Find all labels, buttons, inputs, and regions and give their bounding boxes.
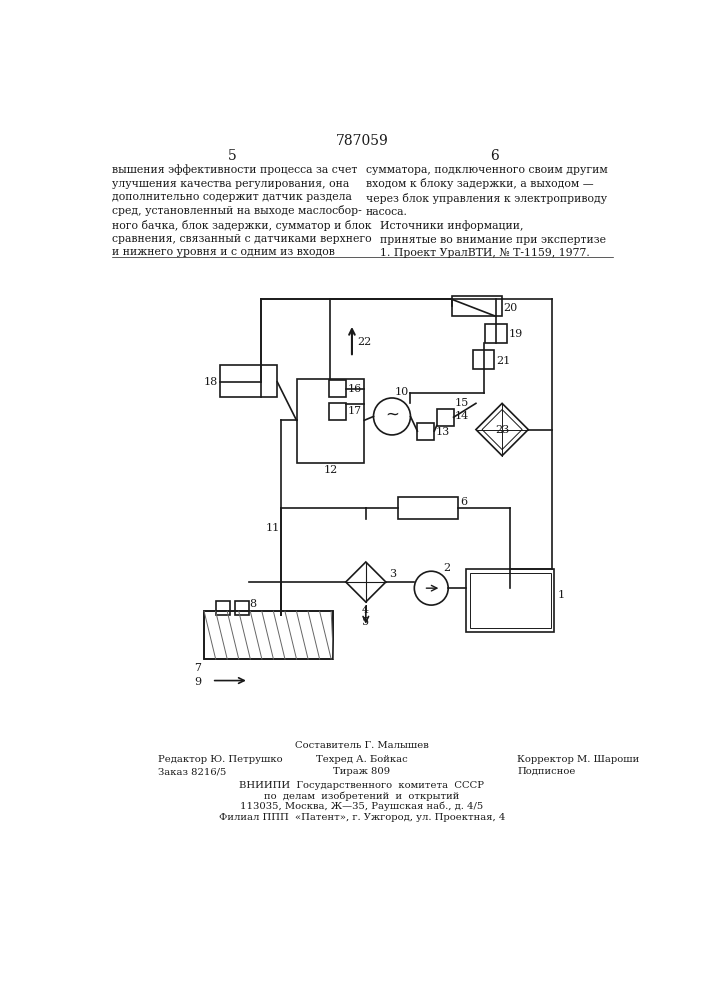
Text: 21: 21 [496, 356, 510, 366]
Text: Подписное: Подписное [518, 767, 576, 776]
Text: Редактор Ю. Петрушко: Редактор Ю. Петрушко [158, 755, 283, 764]
Bar [485, 324, 507, 343]
Text: 6: 6 [490, 149, 498, 163]
Text: 8: 8 [249, 599, 256, 609]
Text: 787059: 787059 [336, 134, 388, 148]
Text: 23: 23 [495, 425, 509, 435]
Text: 3: 3 [389, 569, 396, 579]
Bar [466, 569, 554, 632]
Text: сумматора, подключенного своим другим
входом к блоку задержки, а выходом —
через: сумматора, подключенного своим другим вх… [366, 165, 607, 258]
Bar [329, 380, 346, 397]
Text: 17: 17 [348, 406, 362, 416]
Bar [452, 296, 502, 316]
Text: 2: 2 [443, 563, 450, 573]
Text: Филиал ППП  «Патент», г. Ужгород, ул. Проектная, 4: Филиал ППП «Патент», г. Ужгород, ул. Про… [218, 813, 505, 822]
Text: ~: ~ [385, 406, 399, 424]
Bar [437, 409, 454, 426]
Bar [398, 497, 458, 519]
Text: 11: 11 [266, 523, 280, 533]
Text: 16: 16 [348, 384, 363, 394]
Text: 5: 5 [228, 149, 237, 163]
Text: 12: 12 [323, 465, 337, 475]
Text: Составитель Г. Малышев: Составитель Г. Малышев [295, 741, 429, 750]
Bar [204, 611, 334, 659]
Text: 20: 20 [503, 303, 518, 313]
Text: 14: 14 [455, 411, 469, 421]
Text: 13: 13 [436, 427, 450, 437]
Bar [235, 601, 249, 615]
Bar [216, 601, 230, 615]
Text: Корректор М. Шароши: Корректор М. Шароши [518, 755, 640, 764]
Text: 5: 5 [362, 617, 369, 627]
Text: 7: 7 [194, 663, 201, 673]
Text: 22: 22 [357, 337, 372, 347]
Text: 10: 10 [395, 387, 409, 397]
Bar [219, 365, 277, 397]
Text: 1: 1 [558, 590, 565, 600]
Text: 18: 18 [204, 377, 218, 387]
Text: 15: 15 [455, 398, 469, 408]
Text: Заказ 8216/5: Заказ 8216/5 [158, 767, 226, 776]
Text: Техред А. Бойкас: Техред А. Бойкас [316, 755, 408, 764]
Bar [329, 403, 346, 420]
Text: вышения эффективности процесса за счет
улучшения качества регулирования, она
доп: вышения эффективности процесса за счет у… [112, 165, 371, 257]
Text: 113035, Москва, Ж—35, Раушская наб., д. 4/5: 113035, Москва, Ж—35, Раушская наб., д. … [240, 802, 484, 811]
Text: 19: 19 [508, 329, 522, 339]
Bar [473, 350, 494, 369]
Text: Тираж 809: Тираж 809 [334, 767, 390, 776]
Text: 6: 6 [460, 497, 467, 507]
Bar [204, 611, 334, 659]
Bar [417, 423, 434, 440]
Bar [469, 573, 551, 628]
Text: по  делам  изобретений  и  открытий: по делам изобретений и открытий [264, 791, 460, 801]
Bar [296, 379, 364, 463]
Text: 9: 9 [194, 677, 201, 687]
Text: ВНИИПИ  Государственного  комитета  СССР: ВНИИПИ Государственного комитета СССР [240, 781, 484, 790]
Text: 4: 4 [362, 605, 369, 615]
